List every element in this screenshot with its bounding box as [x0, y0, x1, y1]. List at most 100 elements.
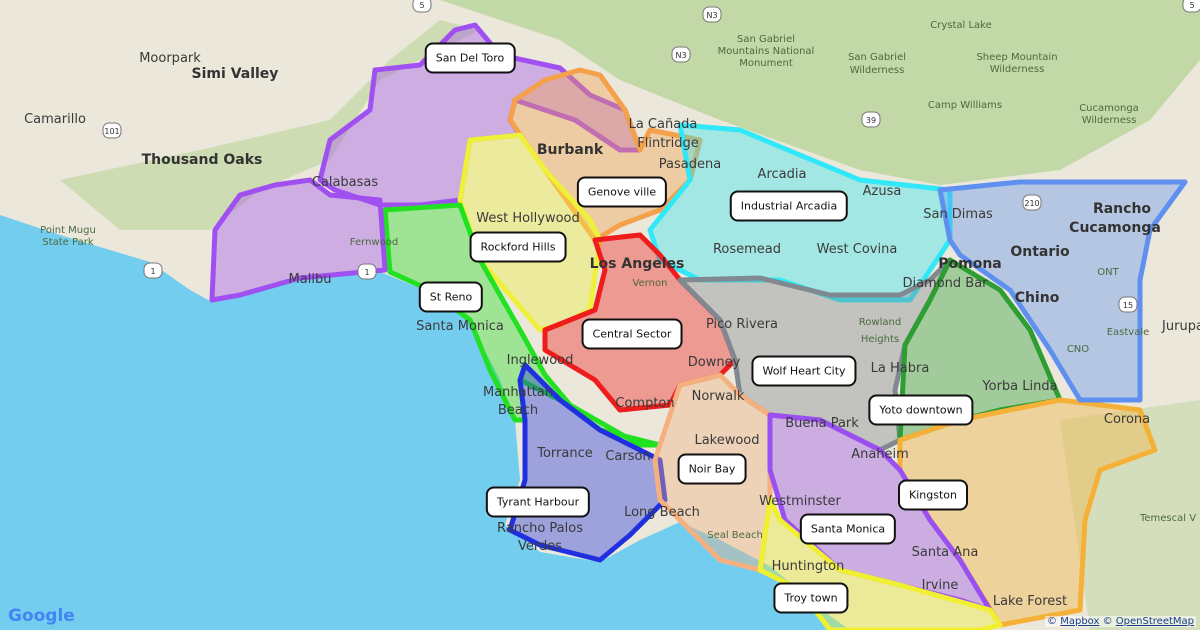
region-label[interactable]: Kingston [898, 479, 968, 511]
place-label: Rowland [859, 317, 901, 328]
region-label[interactable]: Tyrant Harbour [485, 486, 591, 518]
place-label: San Gabriel [737, 34, 795, 45]
place-label: Ontario [1010, 244, 1070, 260]
place-label: Beach [498, 403, 538, 418]
highway-number: N3 [675, 51, 686, 60]
place-label: Fernwood [350, 237, 398, 248]
place-label: West Hollywood [476, 211, 580, 226]
highway-number: 5 [1189, 1, 1194, 10]
place-label: Seal Beach [707, 530, 763, 541]
region-unlabeled-13[interactable] [209, 177, 388, 303]
mountain-hills [440, 0, 1200, 185]
place-label: Pomona [938, 256, 1002, 272]
highway-shield-icon: 210 [1022, 194, 1042, 211]
highway-number: 1 [150, 267, 155, 276]
region-label[interactable]: Rockford Hills [469, 231, 567, 263]
place-label: Heights [861, 334, 899, 345]
region-label[interactable]: San Del Toro [424, 42, 516, 74]
highway-number: N3 [706, 11, 717, 20]
highway-number: 5 [419, 1, 424, 10]
google-logo: Google [8, 606, 75, 626]
region-label[interactable]: Santa Monica [799, 513, 897, 545]
place-label: Temescal V [1139, 513, 1196, 524]
region-label[interactable]: Troy town [773, 582, 849, 614]
copyright-symbol: © [1047, 616, 1058, 627]
openstreetmap-link[interactable]: OpenStreetMap [1115, 616, 1194, 627]
place-label: Camarillo [24, 112, 86, 127]
place-label: Cucamonga [1069, 220, 1161, 236]
place-label: Santa Ana [912, 545, 979, 560]
mountain-hills [60, 20, 480, 230]
region-label[interactable]: St Reno [418, 281, 484, 313]
highway-shield-icon: 5 [412, 0, 432, 13]
place-label: Huntington [772, 559, 845, 574]
place-label: Point Mugu [40, 225, 96, 236]
highway-shield-icon: 1 [357, 263, 377, 280]
place-label: Compton [615, 396, 674, 411]
place-label: Wilderness [990, 64, 1045, 75]
place-label: Thousand Oaks [142, 152, 263, 168]
place-label: Rancho [1093, 201, 1151, 217]
place-label: Flintridge [637, 136, 699, 151]
place-label: Lakewood [694, 433, 759, 448]
place-label: Inglewood [507, 353, 574, 368]
place-label: Camp Williams [928, 100, 1002, 111]
place-label: Burbank [537, 142, 604, 158]
region-label[interactable]: Noir Bay [677, 453, 747, 485]
place-label: Moorpark [139, 51, 201, 66]
place-label: Diamond Bar [902, 276, 988, 291]
highway-number: 15 [1123, 301, 1133, 310]
place-label: Simi Valley [192, 66, 279, 82]
highway-shield-icon: N3 [702, 6, 722, 23]
place-label: Anaheim [851, 447, 909, 462]
place-label: Wilderness [850, 65, 905, 76]
map-attribution: © Mapbox © OpenStreetMap [1045, 616, 1196, 627]
place-label: Malibu [289, 272, 332, 287]
place-label: West Covina [817, 242, 898, 257]
ocean [0, 215, 850, 630]
region-label[interactable]: Central Sector [581, 318, 683, 350]
region-unlabeled-14[interactable] [937, 179, 1188, 403]
region-label[interactable]: Industrial Arcadia [729, 190, 849, 222]
place-label: Carson [605, 449, 650, 464]
region-label[interactable]: Wolf Heart City [751, 355, 857, 387]
mapbox-link[interactable]: Mapbox [1060, 616, 1100, 627]
region-label[interactable]: Genove ville [576, 176, 668, 208]
highway-shield-icon: 101 [102, 122, 122, 139]
place-label: Pico Rivera [706, 317, 778, 332]
place-label: Verdes [518, 539, 562, 554]
place-label: Pasadena [659, 157, 721, 172]
place-label: Sheep Mountain [976, 52, 1057, 63]
place-label: Irvine [922, 578, 959, 593]
place-label: Rancho Palos [497, 521, 583, 536]
place-label: Cucamonga [1079, 103, 1139, 114]
place-label: Torrance [536, 446, 593, 461]
region-label[interactable]: Yoto downtown [868, 394, 974, 426]
place-label: Norwalk [692, 389, 745, 404]
place-label: La Cañada [629, 117, 698, 132]
copyright-symbol: © [1102, 616, 1113, 627]
highway-number: 210 [1024, 199, 1039, 208]
place-label: San Dimas [923, 207, 993, 222]
place-label: Eastvale [1107, 327, 1150, 338]
place-label: ONT [1097, 267, 1119, 278]
mountain-hills [1060, 400, 1200, 630]
place-label: Rosemead [713, 242, 781, 257]
highway-shield-icon: 15 [1118, 296, 1138, 313]
place-label: Santa Monica [416, 319, 504, 334]
highway-shield-icon: N3 [671, 46, 691, 63]
place-label: Manhattan [483, 385, 553, 400]
place-label: Chino [1015, 290, 1060, 306]
place-label: Mountains National [718, 46, 815, 57]
place-label: CNO [1067, 344, 1089, 355]
place-label: Westminster [759, 494, 841, 509]
place-label: San Gabriel [848, 52, 906, 63]
place-label: Vernon [633, 278, 668, 289]
highway-shield-icon: 1 [143, 262, 163, 279]
place-label: Wilderness [1082, 115, 1137, 126]
place-label: Monument [739, 58, 793, 69]
place-label: Corona [1104, 412, 1150, 427]
highway-number: 101 [104, 127, 119, 136]
highway-shield-icon: 5 [1182, 0, 1200, 13]
